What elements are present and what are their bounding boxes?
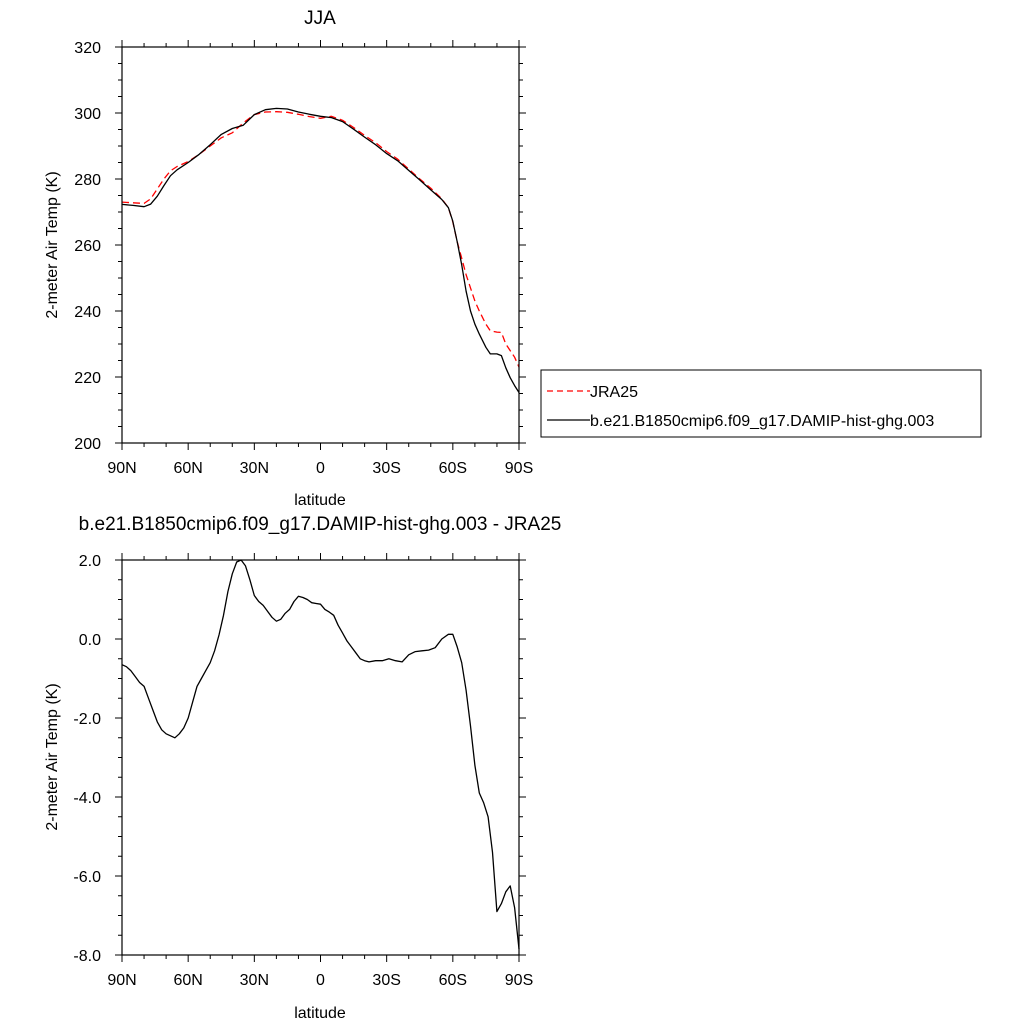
chart-panel-difference: b.e21.B1850cmip6.f09_g17.DAMIP-hist-ghg.…	[44, 514, 561, 1022]
legend-box	[540, 369, 982, 438]
x-tick-label: 60N	[173, 972, 202, 989]
y-tick-label: 0.0	[79, 632, 101, 649]
y-tick-label: 200	[74, 436, 101, 453]
series-line-model	[121, 107, 520, 393]
x-tick-label: 60N	[173, 460, 202, 477]
legend-label-jra25: JRA25	[590, 384, 638, 401]
y-axis-label: 2-meter Air Temp (K)	[44, 683, 61, 830]
chart-title: JJA	[304, 8, 336, 29]
series-line-jra25	[121, 111, 520, 368]
x-axis-label: latitude	[294, 1005, 346, 1022]
x-tick-label: 0	[316, 972, 325, 989]
y-tick-label: 280	[74, 172, 101, 189]
y-tick-label: 300	[74, 106, 101, 123]
legend-label-model: b.e21.B1850cmip6.f09_g17.DAMIP-hist-ghg.…	[590, 413, 934, 430]
x-tick-label: 30N	[240, 460, 269, 477]
x-tick-label: 0	[316, 460, 325, 477]
y-tick-label: -8.0	[73, 948, 101, 965]
x-tick-label: 60S	[439, 972, 467, 989]
series-line-difference	[121, 559, 520, 950]
x-tick-label: 30S	[372, 972, 400, 989]
chart-panel-jja: JJA 90N 60N 30N 0 30S 60S 90S 200 220 240 260 280 30…	[44, 8, 533, 509]
x-tick-label: 90S	[505, 972, 533, 989]
legend: JRA25 b.e21.B1850cmip6.f09_g17.DAMIP-his…	[540, 369, 982, 438]
y-tick-label: 260	[74, 238, 101, 255]
x-tick-label: 60S	[439, 460, 467, 477]
y-tick-label: 2.0	[79, 553, 101, 570]
y-tick-label: 220	[74, 370, 101, 387]
x-axis-label: latitude	[294, 492, 346, 509]
y-axis-label: 2-meter Air Temp (K)	[44, 171, 61, 318]
y-tick-label: -4.0	[73, 790, 101, 807]
x-tick-label: 90N	[107, 460, 136, 477]
chart-title: b.e21.B1850cmip6.f09_g17.DAMIP-hist-ghg.…	[79, 514, 562, 535]
y-tick-label: -2.0	[73, 711, 101, 728]
x-tick-label: 90S	[505, 460, 533, 477]
y-tick-label: 320	[74, 40, 101, 57]
x-tick-label: 30S	[372, 460, 400, 477]
x-tick-label: 90N	[107, 972, 136, 989]
y-tick-label: 240	[74, 304, 101, 321]
x-tick-label: 30N	[240, 972, 269, 989]
y-tick-label: -6.0	[73, 869, 101, 886]
